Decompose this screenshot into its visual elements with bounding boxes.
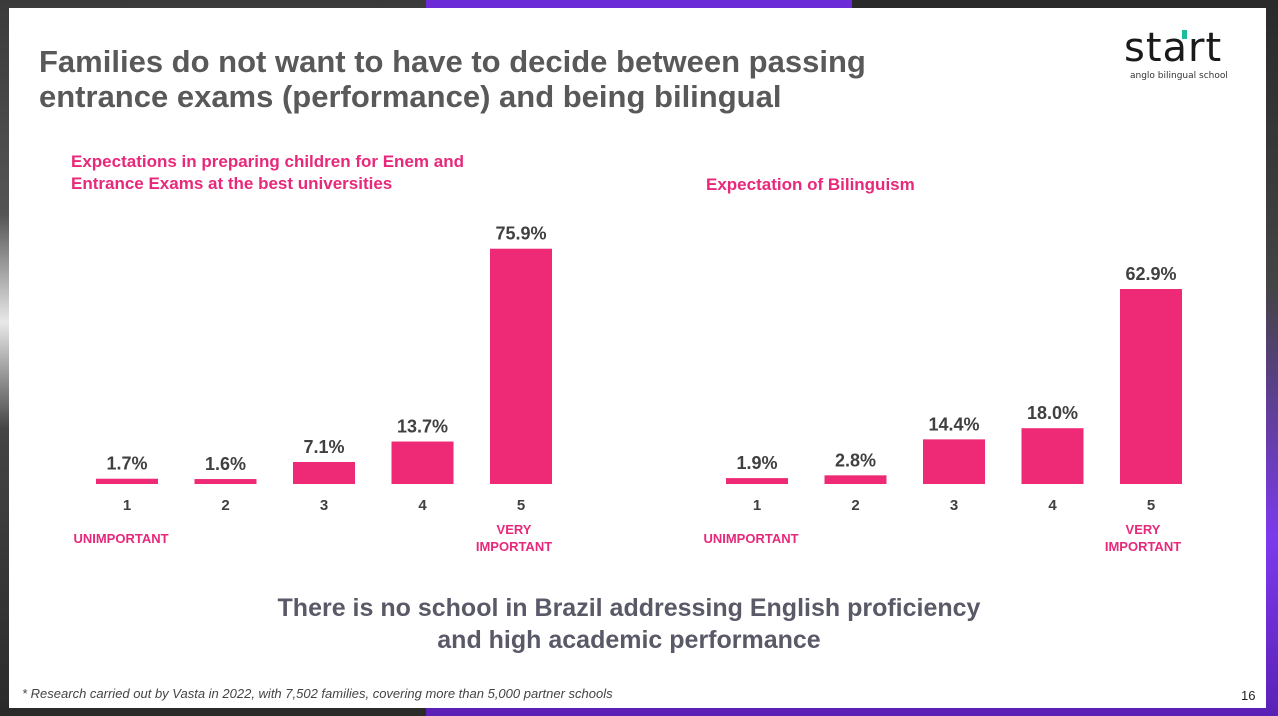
brand-logo: start anglo bilingual school (1124, 26, 1234, 84)
chart-2-bar-4 (1021, 428, 1084, 484)
chart-1-value-label-5: 75.9% (495, 224, 546, 244)
chart-2-title: Expectation of Bilinguism (706, 175, 915, 194)
chart-2-category-label-5: 5 (1147, 497, 1155, 514)
chart-2-category-label-2: 2 (851, 497, 859, 514)
chart-1-low-label: UNIMPORTANT (73, 531, 169, 546)
chart-2-high-label: VERY IMPORTANT (1104, 522, 1182, 554)
chart-1-plot: 1.7% 1 1.6% 2 7.1% 3 13.7% 4 75.9% 5 (96, 224, 552, 514)
chart-1-category-label-1: 1 (123, 497, 131, 514)
logo-subtitle: anglo bilingual school (1130, 71, 1228, 81)
chart-1-title: Expectations in preparing children for E… (71, 152, 464, 193)
slide: Families do not want to have to decide b… (9, 8, 1266, 708)
page-number: 16 (1241, 688, 1256, 703)
chart-2-category-label-3: 3 (950, 497, 958, 514)
chart-1-value-label-2: 1.6% (205, 454, 246, 474)
chart-2-category-label-1: 1 (753, 497, 761, 514)
chart-2-category-label-4: 4 (1048, 497, 1057, 514)
chart-2-value-label-3: 14.4% (928, 414, 979, 434)
chart-1-high-label: VERY IMPORTANT (475, 522, 553, 554)
chart-1-category-label-5: 5 (517, 497, 525, 514)
chart-1-bar-4 (391, 441, 454, 484)
slide-title: Families do not want to have to decide b… (39, 44, 866, 114)
chart-2-bar-3 (923, 439, 985, 484)
chart-2-value-label-1: 1.9% (736, 453, 777, 473)
chart-2-bar-1 (726, 478, 788, 484)
chart-1-category-label-2: 2 (221, 497, 229, 514)
chart-1-category-label-4: 4 (418, 497, 427, 514)
chart-2-value-label-4: 18.0% (1027, 403, 1078, 423)
chart-1-value-label-1: 1.7% (106, 454, 147, 474)
footnote: * Research carried out by Vasta in 2022,… (22, 686, 613, 701)
chart-2-value-label-5: 62.9% (1125, 264, 1176, 284)
chart-2-bar-5 (1120, 289, 1182, 484)
chart-1-bar-5 (490, 248, 552, 484)
chart-1-bar-3 (293, 461, 355, 484)
chart-1-value-label-4: 13.7% (397, 417, 448, 437)
chart-2-bar-2 (824, 475, 887, 484)
chart-1-category-label-3: 3 (320, 497, 328, 514)
logo-accent-mark (1182, 30, 1187, 39)
chart-1-value-label-3: 7.1% (303, 437, 344, 457)
chart-1-bar-2 (194, 479, 257, 484)
chart-2-plot: 1.9% 1 2.8% 2 14.4% 3 18.0% 4 62.9% 5 (726, 264, 1182, 514)
chart-2-low-label: UNIMPORTANT (703, 531, 799, 546)
logo-wordmark: start (1124, 25, 1223, 71)
chart-1-bar-1 (96, 478, 158, 484)
conclusion-text: There is no school in Brazil addressing … (277, 594, 981, 654)
chart-2-value-label-2: 2.8% (835, 450, 876, 470)
